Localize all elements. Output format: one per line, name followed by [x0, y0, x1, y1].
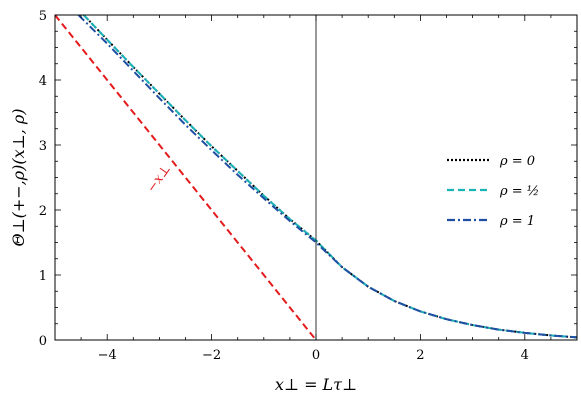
y-tick-label: 2: [39, 204, 47, 219]
series-line-2: [77, 15, 577, 339]
legend-label: ρ = 1: [499, 214, 535, 229]
legend-label: ρ = ½: [499, 184, 539, 199]
legend-label: ρ = 0: [499, 154, 535, 169]
y-tick-label: 3: [39, 139, 47, 154]
y-tick-label: 1: [39, 269, 47, 284]
y-tick-label: 5: [39, 9, 47, 24]
series-layer: [55, 15, 577, 340]
x-tick-label: 0: [312, 348, 320, 363]
y-axis-label: Θ⊥(+−,ρ)(x⊥, ρ): [9, 108, 28, 246]
x-tick-label: −4: [98, 348, 117, 363]
series-line-1: [82, 15, 577, 339]
x-tick-label: 2: [416, 348, 424, 363]
x-axis-label: x⊥ = Lτ⊥: [275, 375, 357, 394]
series-line-neg-x: [55, 15, 317, 340]
legend: ρ = 0 ρ = ½ ρ = 1: [447, 154, 539, 229]
ticks-layer: −4 −2 0 2 4 0 1 2 3 4 5: [39, 9, 578, 363]
y-tick-label: 0: [39, 334, 47, 349]
x-tick-label: −2: [202, 348, 221, 363]
line-annotation-label: −x⊥: [144, 162, 174, 196]
y-tick-label: 4: [39, 74, 47, 89]
x-tick-label: 4: [521, 348, 529, 363]
annotation-layer: −x⊥: [144, 162, 174, 196]
